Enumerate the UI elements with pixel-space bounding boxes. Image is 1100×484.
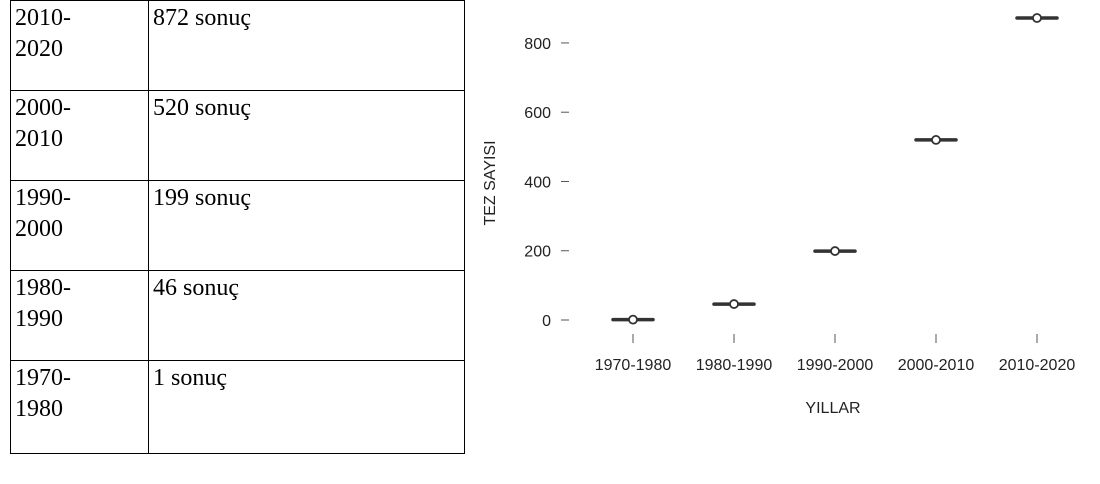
y-axis: 0 200 400 600 800 (524, 36, 569, 330)
period-cell: 1970- 1980 (10, 360, 149, 454)
count-cell: 1 sonuç (148, 360, 465, 454)
y-tick-label: 600 (524, 105, 551, 122)
data-point-circle (1032, 13, 1042, 23)
count-cell: 520 sonuç (148, 90, 465, 181)
period-cell: 1990- 2000 (10, 180, 149, 271)
period-end: 2010 (15, 126, 63, 152)
table-row: 1980- 1990 46 sonuç (10, 270, 465, 361)
period-start: 1970- (15, 365, 71, 391)
x-tick-label: 1990-2000 (797, 357, 874, 374)
results-table-body: 2010- 2020 872 sonuç 2000- 2010 520 sonuç 1990… (10, 0, 465, 454)
x-axis-label: YILLAR (805, 400, 860, 417)
x-axis: 1970-1980 1980-1990 1990-2000 2000-2010 2010… (595, 334, 1076, 374)
y-tick-label: 200 (524, 244, 551, 261)
x-tick-label: 1980-1990 (696, 357, 773, 374)
period-end: 1980 (15, 396, 63, 422)
count-cell: 872 sonuç (148, 0, 465, 91)
data-point-circle (830, 246, 840, 256)
table-row: 2000- 2010 520 sonuç (10, 90, 465, 181)
count-cell: 199 sonuç (148, 180, 465, 271)
data-point-circle (729, 299, 739, 309)
period-cell: 2010- 2020 (10, 0, 149, 91)
period-start: 2010- (15, 5, 71, 31)
period-start: 1990- (15, 185, 71, 211)
data-marks (611, 13, 1059, 325)
data-point (914, 135, 958, 145)
data-point-circle (628, 314, 638, 325)
data-point (813, 246, 857, 256)
table-row: 1970- 1980 1 sonuç (10, 360, 465, 454)
period-end: 1990 (15, 306, 63, 332)
x-tick-label: 2000-2010 (898, 357, 975, 374)
table-row: 2010- 2020 872 sonuç (10, 0, 465, 91)
y-tick-label: 0 (542, 313, 551, 330)
data-point-circle (931, 135, 941, 145)
y-tick-label: 400 (524, 174, 551, 191)
x-tick-label: 1970-1980 (595, 357, 672, 374)
period-start: 1980- (15, 275, 71, 301)
data-point (611, 314, 655, 325)
y-tick-label: 800 (524, 36, 551, 53)
x-tick-label: 2010-2020 (999, 357, 1076, 374)
period-start: 2000- (15, 95, 71, 121)
table-row: 1990- 2000 199 sonuç (10, 180, 465, 271)
period-cell: 2000- 2010 (10, 90, 149, 181)
period-end: 2000 (15, 216, 63, 242)
period-cell: 1980- 1990 (10, 270, 149, 361)
period-end: 2020 (15, 36, 63, 62)
count-cell: 46 sonuç (148, 270, 465, 361)
tez-sayisi-chart: 0 200 400 600 800 1970-1980 1980-1990 1990-200… (482, 13, 1076, 417)
results-table: 2010- 2020 872 sonuç 2000- 2010 520 sonuç 1990… (10, 0, 465, 454)
data-point (1015, 13, 1059, 23)
y-axis-label: TEZ SAYISI (482, 140, 499, 225)
data-point (712, 299, 756, 309)
